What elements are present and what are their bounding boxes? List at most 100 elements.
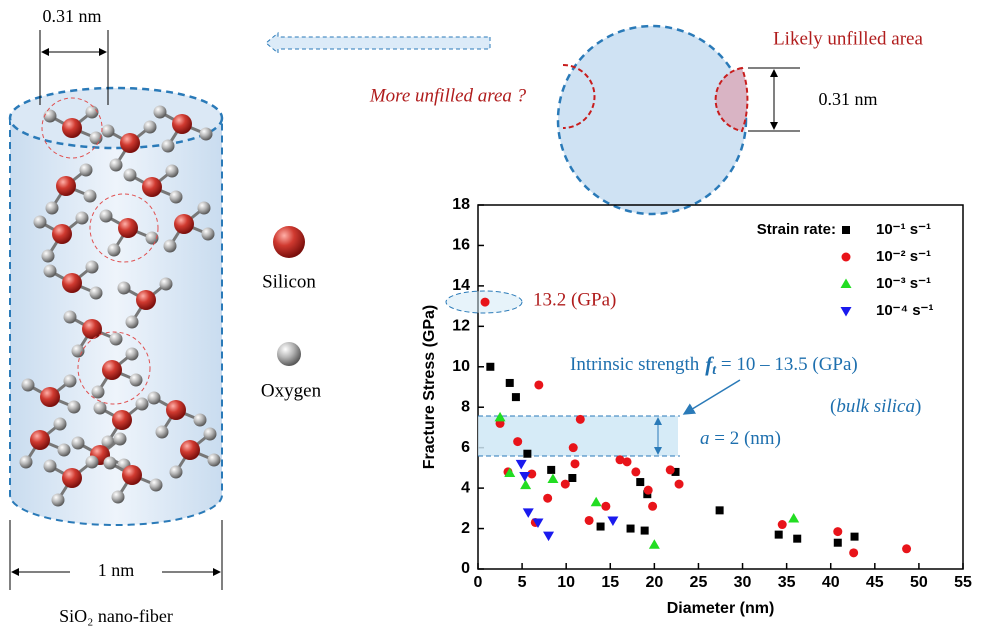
point <box>643 485 653 495</box>
point <box>648 539 660 549</box>
oxygen-atom <box>153 105 167 119</box>
point <box>590 496 602 507</box>
oxygen-atom <box>67 400 81 414</box>
point <box>584 515 594 525</box>
oxygen-atom <box>147 391 161 405</box>
point <box>534 380 544 390</box>
y-tick-label: 4 <box>461 479 470 496</box>
silicon-atom <box>102 360 122 380</box>
oxygen-atom <box>117 281 131 295</box>
x-tick-label: 25 <box>690 574 708 591</box>
oxygen-atom <box>165 164 179 178</box>
oxygen-atom <box>43 459 57 473</box>
oxygen-atom <box>199 127 213 141</box>
oxygen-atom <box>53 417 67 431</box>
point <box>504 467 516 477</box>
point <box>547 465 556 474</box>
x-tick-label: 20 <box>645 574 663 591</box>
x-tick-label: 5 <box>518 574 527 591</box>
point <box>547 473 559 484</box>
silicon-atom <box>62 118 82 138</box>
annotation-part: ) <box>915 396 921 417</box>
oxygen-atom <box>89 286 103 300</box>
point <box>511 393 520 402</box>
x-tick-label: 0 <box>474 574 483 591</box>
oxygen-atom <box>57 443 71 457</box>
oxygen-atom <box>85 105 99 119</box>
point <box>515 459 527 470</box>
annotation-part: Intrinsic strength <box>570 354 700 375</box>
oxygen-atom <box>85 260 99 274</box>
point <box>494 411 506 422</box>
oxygen-atom <box>91 385 105 399</box>
point <box>671 467 680 476</box>
oxygen-atom <box>125 347 139 361</box>
annotation-part: bulk silica <box>836 396 915 417</box>
silicon-atom <box>166 400 186 420</box>
oxygen-atom <box>63 310 77 324</box>
point <box>527 469 537 479</box>
dimension-label: 0.31 nm <box>42 6 101 26</box>
y-tick-label: 18 <box>452 196 470 213</box>
point <box>532 518 544 528</box>
annotation-part: ( <box>830 396 836 417</box>
oxygen-atom <box>71 436 85 450</box>
y-tick-label: 6 <box>461 439 470 456</box>
oxygen-atom <box>101 124 115 138</box>
point <box>560 479 570 489</box>
point <box>902 544 912 554</box>
point <box>480 297 490 307</box>
oxygen-atom <box>51 493 65 507</box>
oxygen-atom <box>33 215 47 229</box>
silicon-atom <box>52 224 72 244</box>
oxygen-atom <box>123 168 137 182</box>
point <box>615 455 625 465</box>
point <box>607 516 619 526</box>
legend-label: Silicon <box>262 271 316 292</box>
oxygen-atom <box>99 209 113 223</box>
point <box>522 508 534 518</box>
silicon-icon <box>273 226 305 258</box>
point <box>505 378 514 387</box>
silicon-atom <box>174 214 194 234</box>
legend-title: Strain rate: <box>757 221 836 238</box>
pointer <box>682 379 741 415</box>
oxygen-atom <box>45 201 59 215</box>
x-tick-label: 40 <box>822 574 840 591</box>
caption: SiO₂ nano-fiber <box>59 606 173 626</box>
legend-marker <box>841 252 851 262</box>
point <box>543 493 553 503</box>
oxygen-atom <box>145 231 159 245</box>
oxygen-atom <box>159 277 173 291</box>
point <box>631 467 641 477</box>
oxygen-atom <box>103 456 117 470</box>
oxygen-atom <box>169 190 183 204</box>
oxygen-atom <box>21 378 35 392</box>
silicon-atom <box>56 176 76 196</box>
oxygen-atom <box>207 453 221 467</box>
annotation: More unfilled area ? <box>369 85 527 106</box>
legend-label: 10⁻¹ s⁻¹ <box>876 221 931 238</box>
silicon-atom <box>118 218 138 238</box>
point <box>523 449 532 458</box>
point <box>568 443 578 453</box>
oxygen-atom <box>129 373 143 387</box>
y-tick-label: 0 <box>461 560 470 577</box>
oxygen-atom <box>43 264 57 278</box>
oxygen-icon <box>277 342 301 366</box>
oxygen-atom <box>41 249 55 263</box>
oxygen-atom <box>125 315 139 329</box>
point <box>774 530 783 539</box>
point <box>626 524 635 533</box>
point <box>568 474 577 482</box>
y-axis-label: Fracture Stress (GPa) <box>421 305 438 470</box>
y-tick-label: 16 <box>452 237 470 254</box>
point <box>570 459 580 469</box>
y-tick-label: 2 <box>461 520 470 537</box>
point <box>513 437 523 447</box>
point <box>849 548 859 558</box>
oxygen-atom <box>113 432 127 446</box>
y-tick-label: 8 <box>461 398 470 415</box>
point <box>622 457 632 467</box>
